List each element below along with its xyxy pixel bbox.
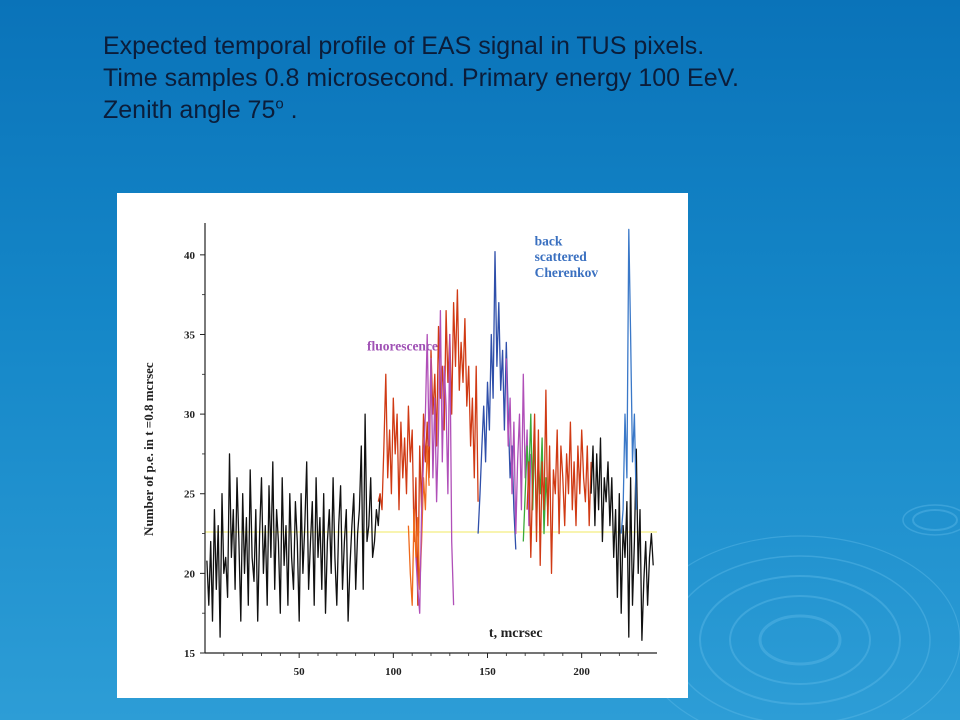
annotation-label-3: Cherenkov: [535, 265, 599, 280]
x-tick-label: 50: [294, 666, 306, 678]
annotation-label-2: scattered: [535, 249, 588, 264]
chart-panel: 15 20 25 30 35 40 50 100 150 200 t, mcrsec Number o…: [117, 193, 688, 698]
series-line-3: [415, 309, 455, 614]
y-tick-label: 25: [184, 489, 196, 501]
series-line-4: [477, 251, 517, 550]
y-tick-label: 35: [184, 329, 196, 341]
axis-layer: 15 20 25 30 35 40 50 100 150 200 t, mcrsec Number o…: [141, 223, 657, 678]
x-tick-label: 200: [573, 666, 590, 678]
series-line-7: [526, 389, 592, 575]
y-tick-label: 40: [184, 250, 196, 262]
y-tick-label: 20: [184, 568, 196, 580]
annotation-label-1: back: [535, 233, 563, 248]
x-tick-label: 150: [479, 666, 496, 678]
title-line-3-text: Zenith angle 75: [103, 96, 276, 124]
annotation-label-0: fluorescence: [367, 338, 438, 353]
title-line-3: Zenith angle 75o .: [103, 94, 923, 126]
title-line-3-tail: .: [283, 96, 298, 124]
series-line-9: [620, 228, 637, 534]
series-line-8: [590, 437, 654, 641]
series-line-5: [505, 358, 532, 535]
series-line-1: [377, 289, 479, 606]
title-line-2: Time samples 0.8 microsecond. Primary en…: [103, 64, 739, 92]
x-axis-title: t, mcrsec: [489, 626, 543, 641]
series-layer: [206, 228, 654, 641]
y-tick-label: 15: [184, 648, 196, 660]
slide-title: Expected temporal profile of EAS signal …: [103, 30, 923, 126]
series-line-2: [407, 445, 430, 606]
degree-superscript: o: [275, 95, 284, 113]
series-line-0: [206, 413, 381, 638]
temporal-profile-chart: 15 20 25 30 35 40 50 100 150 200 t, mcrsec Number o…: [141, 223, 657, 678]
y-axis-title: Number of p.e. in t =0.8 mcrsec: [141, 362, 156, 536]
x-tick-label: 100: [385, 666, 402, 678]
y-tick-label: 30: [184, 409, 196, 421]
title-line-1: Expected temporal profile of EAS signal …: [103, 32, 705, 60]
